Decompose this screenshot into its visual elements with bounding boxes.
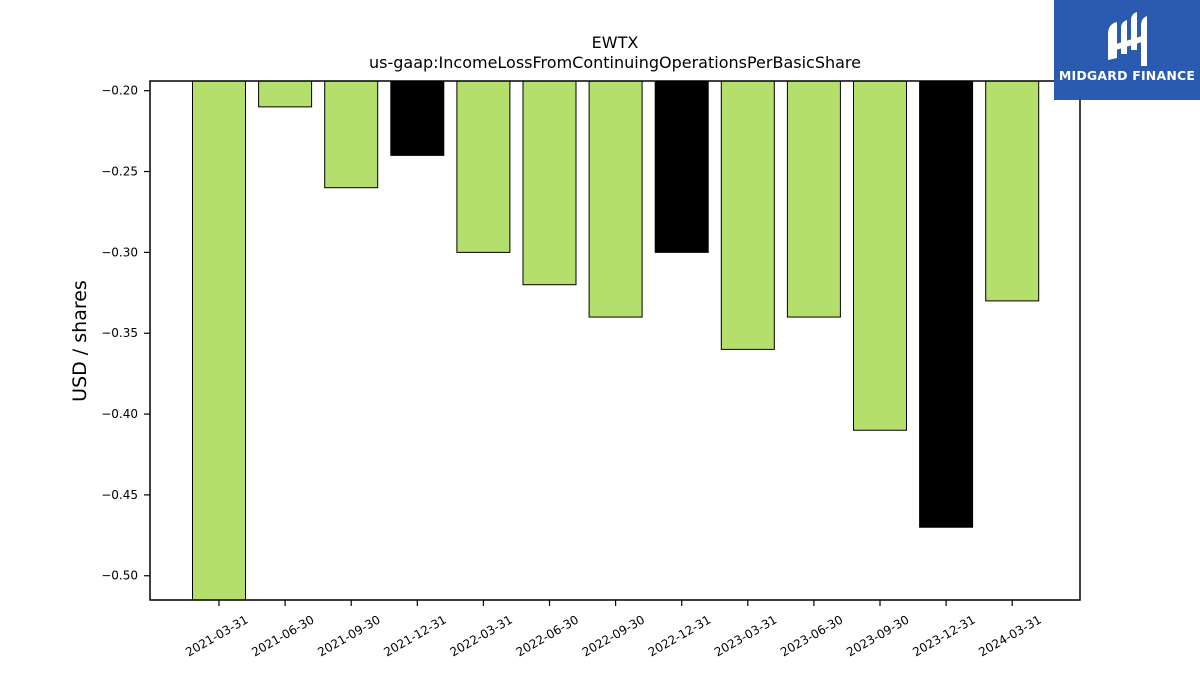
y-tick-label: −0.45 — [101, 488, 138, 502]
brand-logo: MIDGARD FINANCE — [1054, 0, 1200, 100]
x-tick-label: 2023-06-30 — [778, 612, 845, 659]
bar-2021-12-31 — [390, 80, 445, 156]
bar-2023-06-30 — [786, 80, 841, 318]
bar-2022-06-30 — [522, 80, 577, 286]
chart-subtitle: us-gaap:IncomeLossFromContinuingOperatio… — [369, 53, 861, 72]
x-tick-label: 2021-06-30 — [249, 612, 316, 659]
y-tick-label: −0.35 — [101, 326, 138, 340]
bar-2021-09-30 — [324, 80, 379, 189]
x-tick-label: 2024-03-31 — [976, 612, 1043, 659]
plot-frame — [149, 80, 1081, 601]
x-tick-label: 2023-12-31 — [910, 612, 977, 659]
bar-2022-12-31 — [654, 80, 709, 253]
x-tick-label: 2021-09-30 — [315, 612, 382, 659]
bars-group — [192, 80, 1040, 601]
y-axis-ticks: −0.20 −0.25 −0.30 −0.35 −0.40 −0.45 −0.50 — [101, 84, 150, 583]
chart-title: EWTX — [592, 33, 639, 52]
y-tick-label: −0.50 — [101, 569, 138, 583]
bar-2023-03-31 — [720, 80, 775, 350]
x-tick-label: 2022-03-31 — [447, 612, 514, 659]
bar-2021-03-31 — [192, 80, 246, 601]
y-axis-label: USD / shares — [69, 280, 91, 402]
midgard-logo-icon — [1108, 12, 1147, 66]
bar-2022-03-31 — [456, 80, 511, 253]
x-tick-label: 2023-03-31 — [712, 612, 779, 659]
y-tick-label: −0.40 — [101, 407, 138, 421]
y-tick-label: −0.30 — [101, 245, 138, 259]
bar-2021-06-30 — [258, 80, 313, 108]
bar-2023-12-31 — [919, 80, 974, 528]
bar-2022-09-30 — [588, 80, 643, 318]
bar-2023-09-30 — [853, 80, 907, 431]
brand-name: MIDGARD FINANCE — [1058, 68, 1196, 83]
x-tick-label: 2023-09-30 — [844, 612, 911, 659]
x-axis-ticks: 2021-03-312021-06-302021-09-302021-12-31… — [183, 600, 1044, 659]
bar-2024-03-31 — [985, 80, 1040, 302]
y-tick-label: −0.20 — [101, 84, 138, 98]
x-tick-label: 2021-12-31 — [381, 612, 448, 659]
x-tick-label: 2022-12-31 — [646, 612, 713, 659]
y-tick-label: −0.25 — [101, 165, 138, 179]
x-tick-label: 2022-06-30 — [514, 612, 581, 659]
x-tick-label: 2021-03-31 — [183, 612, 250, 659]
x-tick-label: 2022-09-30 — [580, 612, 647, 659]
